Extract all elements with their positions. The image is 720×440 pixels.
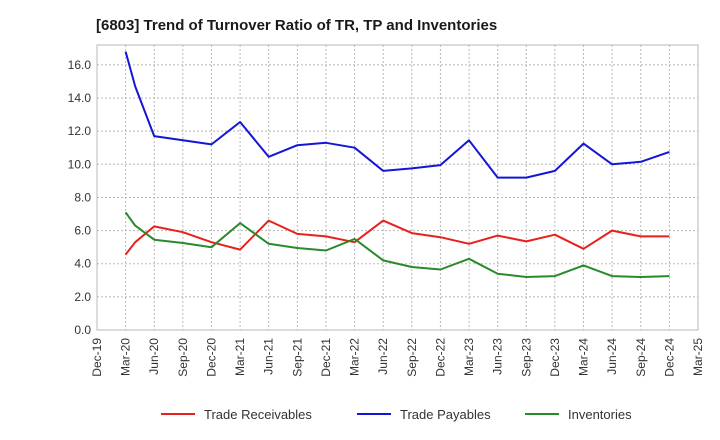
y-tick-label: 8.0 [74, 190, 91, 204]
x-tick-label: Dec-24 [662, 338, 676, 377]
series-line-trade-payables [124, 51, 670, 179]
plot-area-frame [96, 44, 699, 331]
y-tick-label: 2.0 [74, 290, 91, 304]
y-tick-label: 12.0 [68, 124, 92, 138]
legend-label-trade-receivables: Trade Receivables [204, 407, 312, 422]
series-line-inventories [124, 211, 670, 278]
series-line-trade-receivables [124, 219, 670, 256]
legend-label-inventories: Inventories [568, 407, 632, 422]
legend: Trade Receivables Trade Payables Inventori… [161, 407, 632, 422]
x-tick-label: Jun-22 [376, 338, 390, 375]
x-tick-label: Jun-21 [262, 338, 276, 375]
x-tick-label: Dec-22 [433, 338, 447, 377]
x-tick-label: Mar-20 [119, 338, 133, 376]
x-tick-label: Dec-20 [204, 338, 218, 377]
axis-layer: 0.0 2.0 4.0 6.0 8.0 10.0 12.0 14.0 16.0 Dec-19 Mar… [68, 58, 705, 377]
x-tick-label: Mar-25 [691, 338, 705, 376]
x-tick-label: Jun-20 [147, 338, 161, 375]
legend-label-trade-payables: Trade Payables [400, 407, 491, 422]
y-tick-label: 10.0 [68, 157, 92, 171]
x-tick-label: Dec-23 [548, 338, 562, 377]
x-tick-label: Sep-21 [290, 338, 304, 377]
x-tick-label: Mar-23 [462, 338, 476, 376]
x-tick-label: Mar-21 [233, 338, 247, 376]
chart-title: [6803] Trend of Turnover Ratio of TR, TP… [96, 17, 497, 34]
x-tick-label: Sep-24 [634, 338, 648, 377]
x-tick-label: Jun-23 [491, 338, 505, 375]
y-tick-label: 0.0 [74, 323, 91, 337]
y-tick-label: 16.0 [68, 58, 92, 72]
series-layer [124, 51, 670, 278]
y-tick-label: 4.0 [74, 257, 91, 271]
x-tick-label: Mar-24 [577, 338, 591, 376]
y-tick-label: 14.0 [68, 91, 92, 105]
x-tick-label: Sep-20 [176, 338, 190, 377]
grid-layer [96, 44, 699, 331]
x-tick-label: Dec-21 [319, 338, 333, 377]
x-tick-label: Mar-22 [348, 338, 362, 376]
x-tick-label: Sep-22 [405, 338, 419, 377]
x-tick-label: Sep-23 [519, 338, 533, 377]
x-tick-label: Jun-24 [605, 338, 619, 375]
x-tick-label: Dec-19 [90, 338, 104, 377]
y-tick-label: 6.0 [74, 224, 91, 238]
